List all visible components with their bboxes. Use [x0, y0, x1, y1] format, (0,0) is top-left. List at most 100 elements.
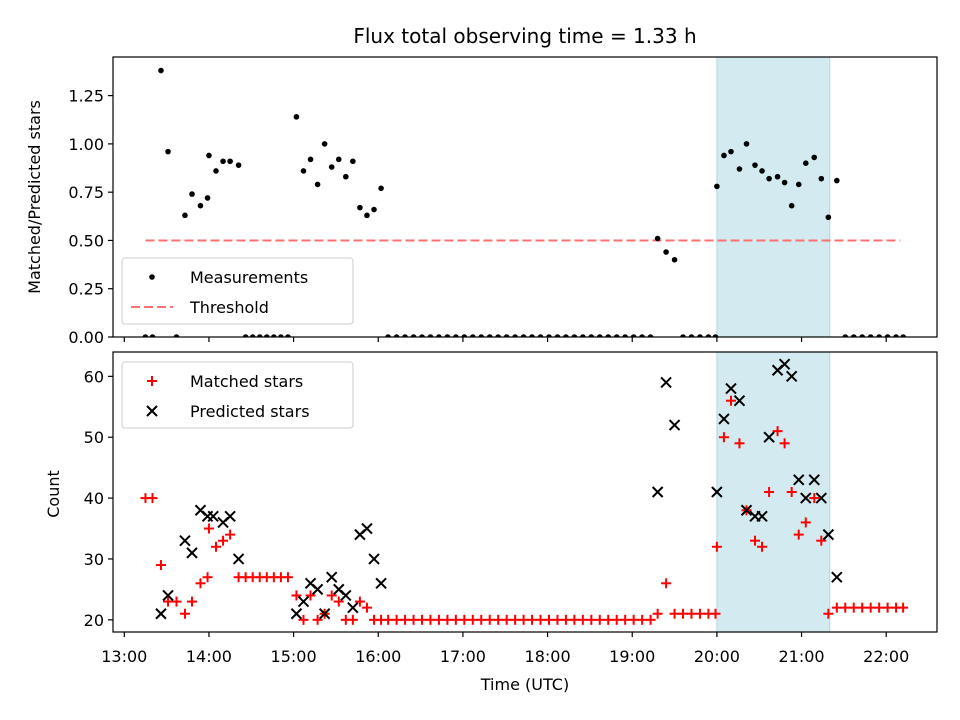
- measurement-point: [554, 334, 561, 337]
- matched-stars-point: [594, 614, 605, 625]
- x-tick-label: 22:00: [863, 647, 909, 666]
- predicted-stars-point: [725, 382, 737, 395]
- predicted-stars-point: [763, 431, 775, 443]
- matched-stars-point: [645, 614, 656, 625]
- x-b: [793, 474, 805, 486]
- x-b: [347, 601, 359, 614]
- data-layer: [142, 67, 906, 337]
- x-b: [800, 492, 812, 504]
- measurement-point: [714, 183, 720, 190]
- x-b: [815, 492, 828, 504]
- legend: Measurements Threshold: [121, 257, 354, 325]
- legend-measurements-marker: [149, 274, 155, 280]
- y-tick-label: 0.25: [68, 280, 104, 299]
- measurement-point: [220, 158, 226, 165]
- measurement-point: [705, 334, 712, 337]
- measurement-point: [385, 334, 391, 337]
- x-b: [179, 534, 191, 547]
- x-b: [194, 504, 207, 516]
- measurement-point: [529, 334, 535, 337]
- predicted-stars-point: [733, 394, 746, 407]
- x-b: [711, 486, 723, 498]
- measurement-point: [884, 334, 891, 337]
- matched-stars-point: [620, 614, 631, 625]
- measurement-point: [307, 156, 314, 163]
- x-b: [207, 510, 219, 523]
- matched-stars-point: [711, 541, 722, 552]
- measurement-point: [256, 334, 263, 337]
- predicted-stars-point: [297, 595, 310, 608]
- matched-stars-point: [865, 602, 876, 613]
- matched-stars-point: [786, 487, 797, 497]
- measurement-point: [671, 256, 678, 263]
- matched-stars-point: [874, 602, 885, 613]
- matched-stars-point: [669, 608, 680, 619]
- measurement-point: [357, 204, 363, 211]
- y-tick-label: 50: [84, 428, 104, 447]
- matched-stars-point: [218, 535, 229, 546]
- highlight-span: [716, 56, 831, 338]
- matched-stars-point: [305, 590, 316, 601]
- measurement-point: [402, 334, 408, 337]
- matched-stars-point: [831, 602, 842, 613]
- legend-label: Measurements: [190, 268, 308, 287]
- x-b: [785, 370, 798, 383]
- measurement-point: [688, 334, 695, 337]
- measurement-point: [461, 334, 468, 337]
- legend-label: Matched stars: [190, 372, 303, 391]
- matched-stars-point: [187, 596, 198, 607]
- x-b: [333, 583, 345, 596]
- x-b: [651, 486, 664, 498]
- measurement-point: [697, 334, 703, 337]
- matched-stars-point: [898, 602, 909, 613]
- matched-stars-point: [823, 608, 834, 619]
- measurement-point: [173, 334, 180, 337]
- predicted-stars-point: [668, 419, 681, 431]
- matched-stars-point: [694, 608, 705, 619]
- predicted-stars-point: [162, 589, 174, 602]
- measurement-point: [364, 212, 370, 219]
- measurement-point: [893, 334, 899, 337]
- predicted-stars-point: [815, 492, 828, 504]
- measurement-point: [766, 175, 772, 182]
- matched-stars-point: [840, 602, 851, 613]
- y-tick-label: 30: [84, 550, 104, 569]
- matched-stars-point: [298, 614, 309, 625]
- x-tick-label: 17:00: [440, 647, 486, 666]
- matched-stars-point: [417, 614, 427, 625]
- measurement-point: [469, 334, 476, 337]
- predicted-stars-point: [778, 358, 791, 370]
- matched-stars-point: [400, 614, 411, 625]
- x-b: [831, 571, 843, 583]
- predicted-stars-point: [311, 583, 324, 596]
- matched-stars-point: [484, 614, 495, 625]
- legend-label: Threshold: [189, 298, 269, 317]
- measurement-point: [328, 164, 335, 170]
- x-tick-label: 14:00: [186, 647, 232, 666]
- measurement-point: [278, 334, 284, 337]
- matched-stars-point: [354, 596, 365, 607]
- matched-stars-point: [202, 572, 213, 583]
- measurement-point: [759, 168, 765, 174]
- measurement-point: [825, 214, 832, 221]
- matched-stars-point: [848, 602, 859, 613]
- measurement-point: [639, 334, 645, 337]
- x-b: [668, 419, 681, 431]
- measurement-point: [158, 67, 164, 74]
- measurement-point: [654, 235, 661, 242]
- y-tick-label: 0.00: [68, 328, 104, 347]
- x-b: [778, 358, 791, 370]
- matched-stars-point: [163, 596, 174, 607]
- measurement-point: [613, 334, 620, 337]
- measurement-point: [242, 334, 249, 337]
- matched-stars-point: [408, 614, 419, 625]
- measurement-point: [571, 334, 578, 337]
- matched-stars-point: [391, 614, 402, 625]
- matched-stars-point: [433, 614, 444, 625]
- measurement-point: [335, 156, 342, 163]
- data-layer: [140, 358, 909, 625]
- measurement-point: [453, 334, 459, 337]
- measurement-point: [647, 334, 654, 337]
- matched-stars-point: [450, 614, 461, 625]
- measurement-point: [859, 334, 866, 337]
